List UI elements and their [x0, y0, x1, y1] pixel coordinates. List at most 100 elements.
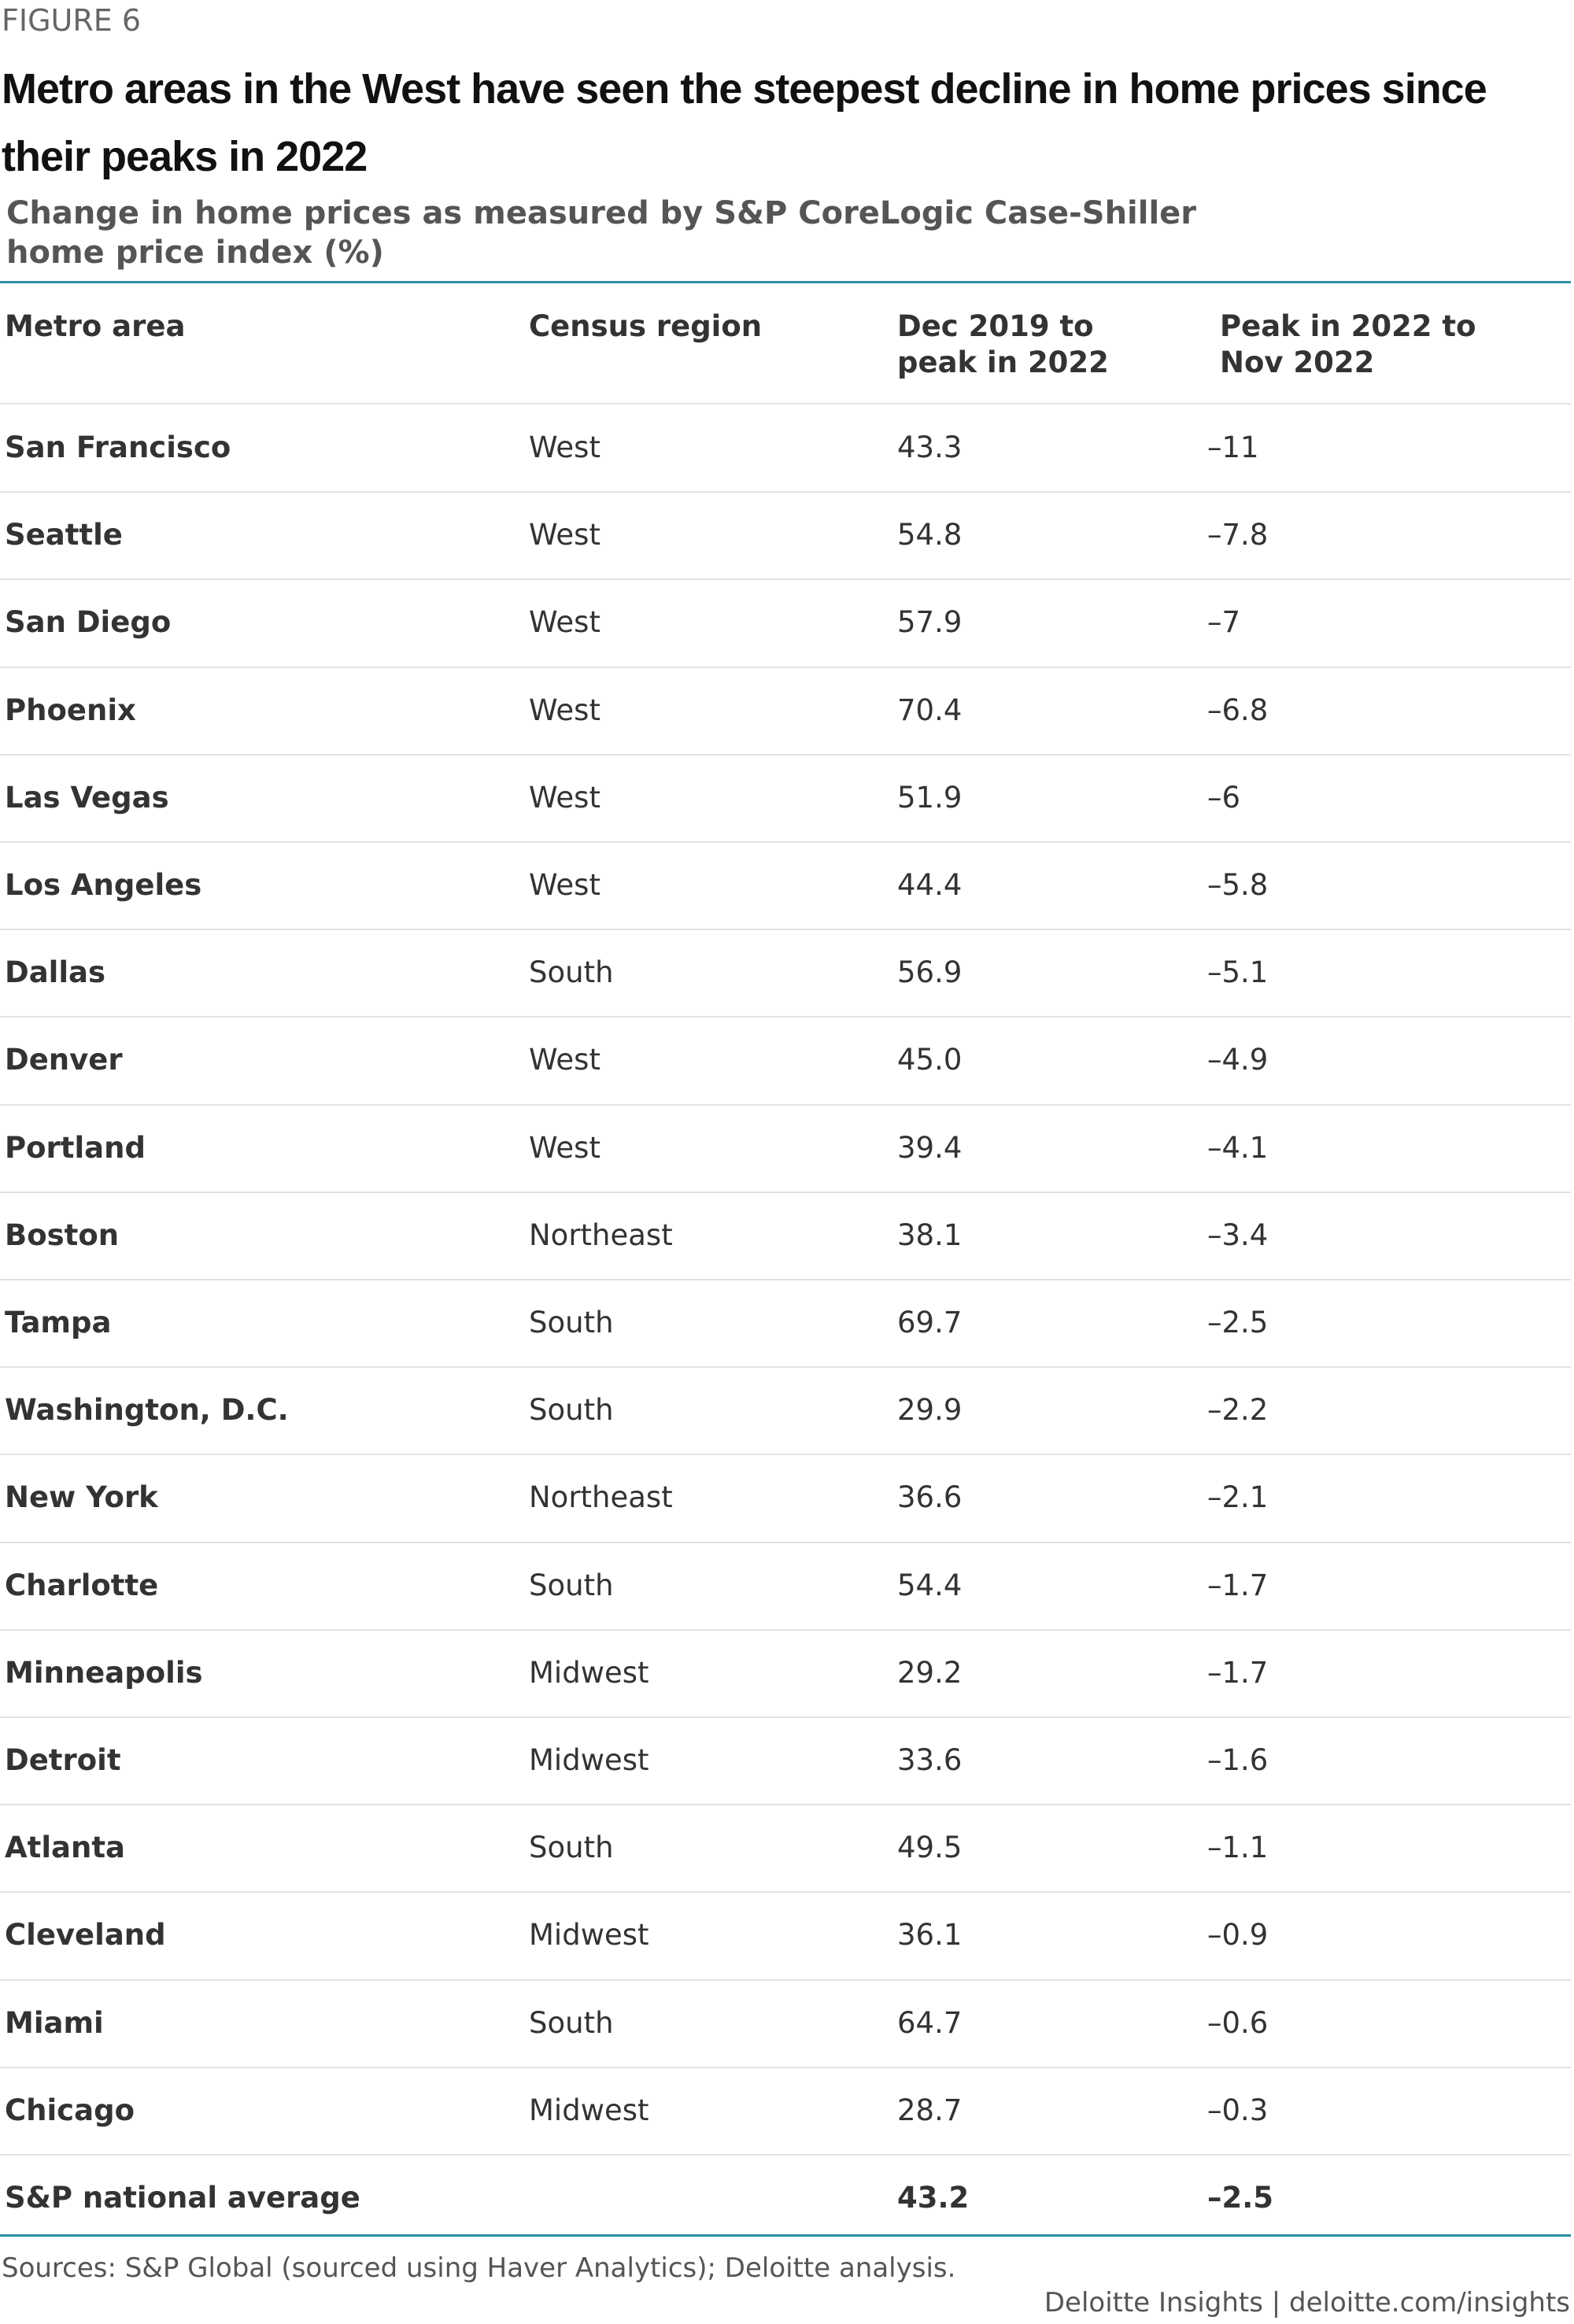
row-rule [0, 841, 1571, 843]
metro-name: Denver [5, 1043, 123, 1077]
cell-text: 70.4 [897, 693, 963, 727]
cell-text: 69.7 [897, 1306, 963, 1339]
cell-text: –2.2 [1207, 1393, 1269, 1428]
cell-text: 38.1 [897, 1217, 963, 1252]
metro-name: Charlotte [5, 1568, 159, 1602]
metro-name: Miami [5, 2005, 104, 2040]
cell-text: –6 [1207, 780, 1241, 815]
title: Metro areas in the West have seen the st… [2, 65, 1487, 180]
cell-text: –4.9 [1207, 1043, 1269, 1077]
cell-text: –4.1 [1207, 1130, 1269, 1165]
column-header: Dec 2019 to peak in 2022 [897, 309, 1109, 379]
cell-text: –2.1 [1207, 1480, 1269, 1515]
cell-text: 29.9 [897, 1393, 963, 1428]
metro-name: Boston [5, 1217, 120, 1252]
cell-text: 33.6 [897, 1743, 963, 1777]
metro-name: San Diego [5, 605, 172, 640]
row-rule [0, 1016, 1571, 1018]
cell-text: West [529, 518, 600, 552]
cell-text: West [529, 780, 600, 815]
metro-name: Washington, D.C. [5, 1393, 289, 1428]
metro-name: Las Vegas [5, 780, 169, 815]
cell-text: –1.7 [1207, 1568, 1269, 1602]
cell-text: 49.5 [897, 1831, 963, 1865]
row-rule [0, 2154, 1571, 2156]
metro-name: Atlanta [5, 1831, 125, 1865]
row-rule [0, 1716, 1571, 1718]
cell-text: Midwest [529, 1918, 649, 1953]
total-cell: –2.5 [1207, 2181, 1274, 2215]
cell-text: –1.7 [1207, 1655, 1269, 1690]
metro-name: Detroit [5, 1743, 121, 1777]
cell-text: West [529, 430, 600, 464]
row-rule [0, 1454, 1571, 1456]
source: Sources: S&P Global (sourced using Haver… [2, 2252, 956, 2284]
figure-label: FIGURE 6 [2, 3, 141, 38]
cell-text: 54.8 [897, 518, 963, 552]
column-header: Peak in 2022 to Nov 2022 [1220, 309, 1476, 379]
metro-name: Chicago [5, 2093, 135, 2127]
cell-text: West [529, 1130, 600, 1165]
column-header: Census region [529, 309, 763, 343]
column-header: Metro area [5, 309, 186, 343]
cell-text: Midwest [529, 1655, 649, 1690]
row-rule [0, 2066, 1571, 2068]
cell-text: 44.4 [897, 868, 963, 902]
header-rule [0, 403, 1571, 405]
row-rule [0, 753, 1571, 756]
cell-text: –3.4 [1207, 1217, 1269, 1252]
row-rule [0, 491, 1571, 493]
cell-text: Midwest [529, 1743, 649, 1777]
row-rule [0, 1804, 1571, 1806]
cell-text: Midwest [529, 2093, 649, 2127]
cell-text: –5.8 [1207, 868, 1269, 902]
cell-text: South [529, 2005, 614, 2040]
metro-name: Dallas [5, 955, 106, 990]
cell-text: 29.2 [897, 1655, 963, 1690]
cell-text: West [529, 868, 600, 902]
cell-text: 54.4 [897, 1568, 963, 1602]
row-rule [0, 1103, 1571, 1106]
row-rule [0, 1541, 1571, 1543]
row-rule [0, 1628, 1571, 1631]
metro-name: New York [5, 1480, 158, 1515]
row-rule [0, 1191, 1571, 1193]
row-rule [0, 1979, 1571, 1981]
cell-text: South [529, 1568, 614, 1602]
bottom-rule [0, 2234, 1571, 2237]
row-rule [0, 578, 1571, 581]
cell-text: 36.6 [897, 1480, 963, 1515]
cell-text: –0.6 [1207, 2005, 1269, 2040]
cell-text: –7.8 [1207, 518, 1269, 552]
row-rule [0, 1366, 1571, 1369]
metro-name: Tampa [5, 1306, 112, 1339]
cell-text: –0.3 [1207, 2093, 1269, 2127]
cell-text: –7 [1207, 605, 1241, 640]
top-rule [0, 281, 1571, 283]
cell-text: 36.1 [897, 1918, 963, 1953]
cell-text: –6.8 [1207, 693, 1269, 727]
row-rule [0, 1279, 1571, 1280]
row-rule [0, 1891, 1571, 1894]
total-cell: S&P national average [5, 2181, 360, 2215]
metro-name: Los Angeles [5, 868, 202, 902]
cell-text: West [529, 1043, 600, 1077]
subtitle: Change in home prices as measured by S&P… [6, 195, 1197, 271]
metro-name: Minneapolis [5, 1655, 203, 1690]
metro-name: Phoenix [5, 693, 136, 727]
metro-name: San Francisco [5, 430, 231, 464]
cell-text: –2.5 [1207, 1306, 1269, 1339]
cell-text: South [529, 1831, 614, 1865]
cell-text: 51.9 [897, 780, 963, 815]
cell-text: –1.6 [1207, 1743, 1269, 1777]
cell-text: Northeast [529, 1217, 673, 1252]
cell-text: 43.3 [897, 430, 963, 464]
metro-name: Portland [5, 1130, 146, 1165]
credit: Deloitte Insights | deloitte.com/insight… [1044, 2287, 1570, 2318]
cell-text: West [529, 693, 600, 727]
cell-text: 56.9 [897, 955, 963, 990]
cell-text: 45.0 [897, 1043, 963, 1077]
cell-text: –5.1 [1207, 955, 1269, 990]
cell-text: –1.1 [1207, 1831, 1269, 1865]
